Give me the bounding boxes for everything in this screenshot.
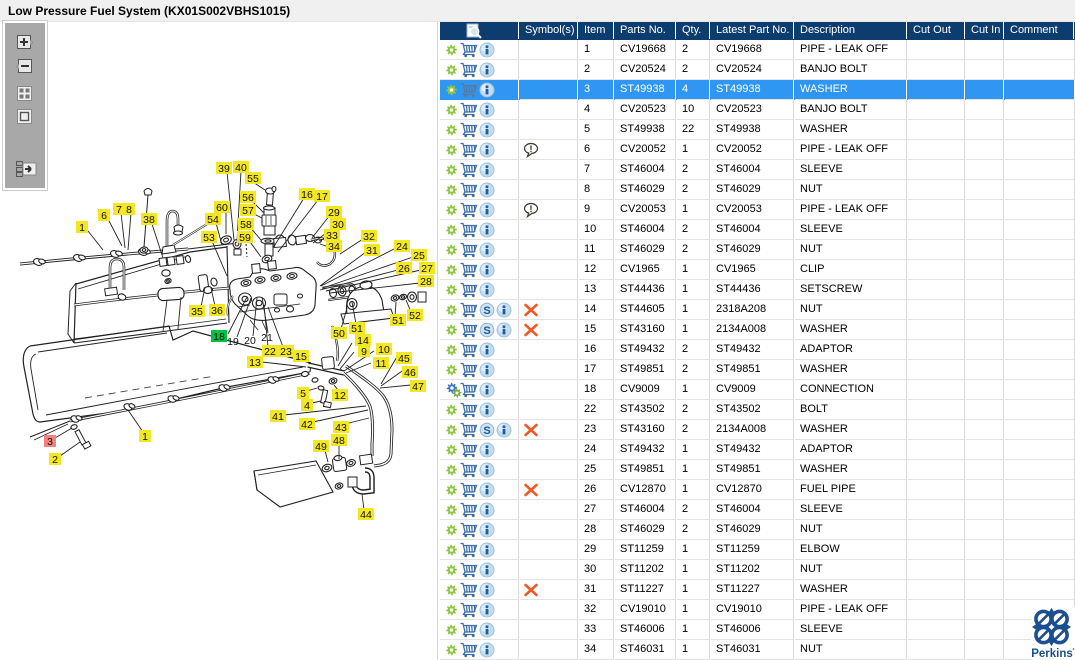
- svg-text:S: S: [483, 305, 490, 317]
- svg-text:1: 1: [142, 431, 148, 443]
- svg-text:49: 49: [315, 441, 327, 453]
- svg-text:56: 56: [242, 192, 254, 204]
- svg-text:60: 60: [216, 202, 228, 214]
- svg-text:47: 47: [412, 381, 424, 393]
- svg-text:48: 48: [333, 435, 345, 447]
- svg-text:S: S: [483, 425, 490, 437]
- svg-text:44: 44: [360, 509, 372, 521]
- svg-text:46: 46: [404, 367, 416, 379]
- svg-text:50: 50: [333, 328, 345, 340]
- svg-text:23: 23: [280, 346, 292, 358]
- svg-text:27: 27: [421, 263, 433, 275]
- svg-text:19: 19: [227, 336, 239, 348]
- svg-text:39: 39: [218, 163, 230, 175]
- svg-text:22: 22: [264, 346, 276, 358]
- svg-text:42: 42: [301, 419, 313, 431]
- svg-text:14: 14: [357, 335, 369, 347]
- svg-text:12: 12: [334, 390, 346, 402]
- svg-text:40: 40: [235, 162, 247, 174]
- svg-text:!: !: [530, 144, 533, 154]
- svg-text:2: 2: [52, 454, 58, 466]
- svg-text:55: 55: [247, 173, 259, 185]
- svg-text:5: 5: [300, 388, 306, 400]
- svg-text:8: 8: [126, 204, 132, 216]
- svg-text:15: 15: [295, 351, 307, 363]
- svg-text:45: 45: [398, 353, 410, 365]
- svg-text:51: 51: [392, 315, 404, 327]
- svg-text:7: 7: [116, 204, 122, 216]
- svg-text:24: 24: [396, 241, 408, 253]
- svg-text:21: 21: [261, 332, 273, 344]
- svg-text:18: 18: [213, 331, 225, 343]
- svg-text:S: S: [483, 325, 490, 337]
- svg-text:29: 29: [328, 207, 340, 219]
- svg-text:52: 52: [409, 310, 421, 322]
- svg-text:16: 16: [301, 189, 313, 201]
- svg-text:59: 59: [239, 232, 251, 244]
- svg-text:32: 32: [363, 231, 375, 243]
- svg-text:4: 4: [304, 400, 310, 412]
- svg-text:34: 34: [328, 241, 340, 253]
- svg-text:58: 58: [240, 219, 252, 231]
- svg-text:36: 36: [211, 305, 223, 317]
- svg-text:17: 17: [316, 191, 328, 203]
- svg-text:30: 30: [332, 219, 344, 231]
- svg-text:53: 53: [203, 232, 215, 244]
- svg-text:10: 10: [378, 344, 390, 356]
- svg-text:54: 54: [207, 214, 219, 226]
- svg-text:20: 20: [244, 335, 256, 347]
- svg-text:6: 6: [101, 210, 107, 222]
- svg-text:3: 3: [47, 436, 53, 448]
- svg-text:9: 9: [361, 346, 367, 358]
- svg-text:11: 11: [376, 358, 387, 370]
- svg-text:57: 57: [242, 205, 254, 217]
- svg-text:13: 13: [249, 357, 261, 369]
- svg-text:31: 31: [366, 245, 378, 257]
- svg-text:35: 35: [191, 306, 203, 318]
- svg-text:Perkins: Perkins: [1031, 648, 1073, 660]
- svg-text:25: 25: [413, 250, 425, 262]
- svg-text:33: 33: [326, 230, 338, 242]
- svg-text:38: 38: [143, 214, 155, 226]
- svg-text:43: 43: [335, 422, 347, 434]
- svg-text:26: 26: [398, 263, 410, 275]
- svg-text:1: 1: [79, 222, 85, 234]
- svg-text:28: 28: [420, 276, 432, 288]
- svg-text:!: !: [530, 204, 533, 214]
- svg-text:41: 41: [272, 411, 284, 423]
- svg-text:51: 51: [351, 323, 363, 335]
